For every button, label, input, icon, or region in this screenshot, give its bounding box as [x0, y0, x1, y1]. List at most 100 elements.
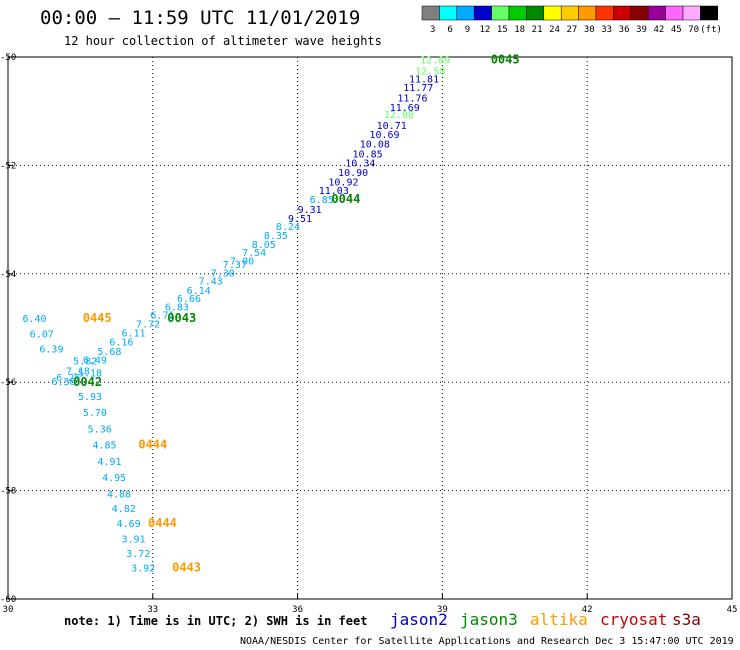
colorbar-label: 33 [601, 25, 612, 35]
footer-note: note: 1) Time is in UTC; 2) SWH is in fe… [64, 614, 367, 628]
legend-jason2: jason2 [390, 610, 448, 629]
wave-height-point: 8.35 [264, 231, 288, 242]
colorbar-swatch [578, 5, 597, 21]
legend-jason3: jason3 [460, 610, 518, 629]
colorbar-swatch [543, 5, 562, 21]
wave-height-point: 6.36 [51, 377, 75, 388]
colorbar-swatch [613, 5, 632, 21]
color-scale-legend: 3 6 9 12 15 18 21 24 27 30 33 36 39 42 45 70 (ft) [421, 5, 722, 35]
pass-time-label: 0044 [331, 192, 360, 206]
wave-height-point: 6.07 [30, 329, 54, 340]
wave-height-point: 5.18 [78, 368, 102, 379]
plot-frame [7, 56, 733, 600]
wave-height-point: 11.77 [403, 83, 433, 94]
colorbar-label: 12 [479, 25, 490, 35]
colorbar-swatch [491, 5, 510, 21]
y-tick-label: -50 [0, 53, 16, 63]
wave-height-point: 3.91 [121, 534, 145, 545]
wave-height-point: 6.40 [22, 314, 46, 325]
wave-height-point: 3.92 [131, 564, 155, 575]
colorbar-label: 45 [671, 25, 682, 35]
y-tick-label: -60 [0, 595, 16, 605]
pass-time-label: 0042 [73, 375, 102, 389]
colorbar-label: 39 [636, 25, 647, 35]
wave-height-point: 6.25 [56, 373, 80, 384]
wave-height-point: 3.72 [126, 549, 150, 560]
wave-height-point: 10.85 [353, 149, 383, 160]
wave-height-point: 9.51 [288, 214, 312, 225]
wave-height-point: 6.11 [121, 328, 145, 339]
wave-height-point: 6.49 [83, 355, 107, 366]
colorbar-swatch [473, 5, 492, 21]
wave-height-point: 5.82 [73, 357, 97, 368]
colorbar-swatch [630, 5, 649, 21]
wave-height-point: 11.81 [409, 75, 439, 86]
wave-height-point: 8.24 [276, 222, 300, 233]
x-axis-ticks: 30 33 36 39 42 45 [3, 594, 738, 615]
colorbar-label: 9 [465, 25, 470, 35]
y-tick-label: -52 [0, 161, 16, 171]
pass-time-label: 0045 [491, 53, 520, 67]
colorbar-swatch [421, 5, 440, 21]
y-axis-ticks: -50 -52 -54 -56 -58 -60 [0, 53, 16, 605]
wave-height-point: 12.89 [420, 56, 450, 67]
colorbar-label: 70 [688, 25, 699, 35]
wave-height-point: 7.18 [66, 366, 90, 377]
wave-height-point: 5.36 [88, 424, 112, 435]
colorbar-label: 36 [619, 25, 630, 35]
wave-height-point: 5.93 [78, 392, 102, 403]
wave-height-point: 7.30 [211, 269, 235, 280]
wave-height-point: 5.70 [83, 408, 107, 419]
wave-height-point: 12.58 [415, 67, 445, 78]
x-tick-label: 45 [727, 605, 738, 615]
legend-altika: altika [530, 610, 588, 629]
colorbar-swatch [595, 5, 614, 21]
x-tick-label: 39 [437, 605, 448, 615]
wave-height-point: 10.34 [345, 159, 375, 170]
footer-credit: NOAA/NESDIS Center for Satellite Applica… [240, 636, 734, 647]
y-tick-label: -54 [0, 270, 16, 280]
colorbar-swatch [508, 5, 527, 21]
wave-height-point: 12.08 [384, 110, 414, 121]
wave-height-point: 4.91 [97, 457, 121, 468]
wave-height-point: 11.76 [397, 94, 427, 105]
colorbar-label: 30 [584, 25, 595, 35]
wave-height-point: 6.16 [109, 338, 133, 349]
wave-height-points: 12.8912.5811.8111.7711.7611.6912.0810.71… [22, 56, 450, 575]
wave-height-point: 7.72 [136, 320, 160, 331]
x-tick-label: 36 [292, 605, 303, 615]
wave-height-point: 6.71 [150, 310, 174, 321]
x-tick-label: 30 [3, 605, 14, 615]
pass-time-label: 0443 [172, 561, 201, 575]
wave-height-point: 4.95 [102, 473, 126, 484]
wave-height-point: 5.68 [97, 347, 121, 358]
legend-s3a: s3a [672, 610, 701, 629]
wave-height-point: 10.90 [338, 168, 368, 179]
pass-time-labels: 0045 0044 0043 0042 0445 0444 0444 0443 [73, 53, 519, 575]
wave-height-point: 7.37 [223, 260, 247, 271]
colorbar-swatch [665, 5, 684, 21]
wave-height-point: 6.83 [165, 302, 189, 313]
colorbar-swatch [560, 5, 579, 21]
colorbar-swatch [526, 5, 545, 21]
wave-height-point: 9.31 [298, 205, 322, 216]
colorbar-label: 18 [514, 25, 525, 35]
chart-subtitle: 12 hour collection of altimeter wave hei… [64, 34, 382, 48]
x-tick-label: 33 [147, 605, 158, 615]
colorbar-swatch [439, 5, 458, 21]
colorbar-label: 6 [447, 25, 452, 35]
wave-height-point: 4.85 [92, 441, 116, 452]
wave-height-point: 10.08 [360, 140, 390, 151]
colorbar-swatch [456, 5, 475, 21]
wave-height-point: 7.00 [230, 256, 254, 267]
wave-height-point: 4.82 [112, 504, 136, 515]
wave-height-point: 11.03 [319, 186, 349, 197]
colorbar-label: 24 [549, 25, 560, 35]
pass-time-label: 0445 [83, 311, 112, 325]
chart-title: 00:00 — 11:59 UTC 11/01/2019 [40, 7, 360, 29]
colorbar-label: 21 [532, 25, 543, 35]
wave-height-point: 11.69 [390, 103, 420, 114]
colorbar-label: (ft) [700, 25, 722, 35]
wave-height-point: 6.14 [187, 286, 211, 297]
wave-height-point: 6.39 [39, 345, 63, 356]
